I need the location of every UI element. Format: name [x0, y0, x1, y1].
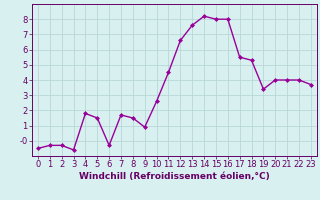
- X-axis label: Windchill (Refroidissement éolien,°C): Windchill (Refroidissement éolien,°C): [79, 172, 270, 181]
